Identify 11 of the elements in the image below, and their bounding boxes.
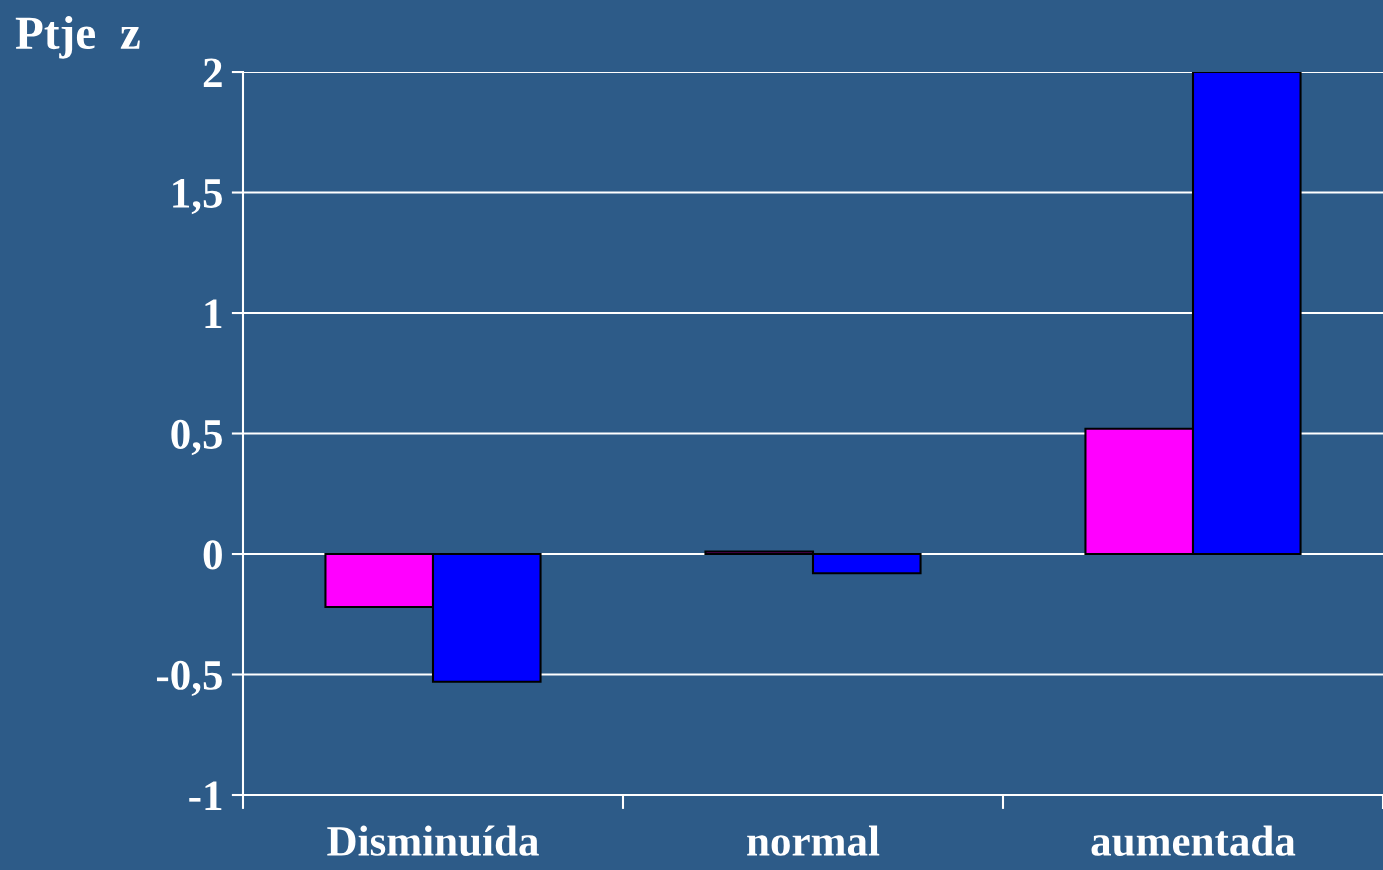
y-tick-label: 0 (203, 540, 222, 570)
y-tick-label: 0,5 (171, 419, 222, 456)
y-tick-label: -1 (189, 781, 222, 810)
x-tick-label: Disminuída (327, 825, 539, 856)
y-tick-label: 1 (205, 299, 222, 328)
x-tick-label: normal (747, 825, 880, 856)
y-tick-label: 1,5 (173, 179, 222, 215)
y-axis-title: Ptje z (15, 15, 140, 59)
y-tick-label: 2 (203, 58, 222, 87)
y-tick-label: -0,5 (156, 660, 222, 697)
x-tick-label: aumentada (1091, 825, 1296, 856)
